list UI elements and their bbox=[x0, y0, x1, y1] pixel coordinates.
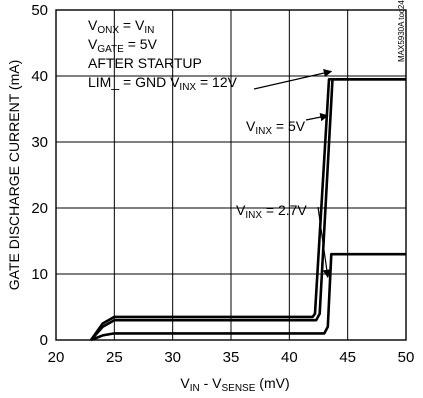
series-lines bbox=[89, 78, 406, 342]
x-tick-label: 40 bbox=[281, 349, 298, 366]
tick-labels: 20 25 30 35 40 45 50 0 10 20 30 40 50 bbox=[31, 2, 414, 366]
y-tick-label: 20 bbox=[31, 200, 48, 217]
condition-line: VGATE = 5V bbox=[88, 36, 158, 55]
y-tick-label: 50 bbox=[31, 2, 48, 19]
plot-frame bbox=[55, 9, 407, 341]
y-tick-label: 0 bbox=[40, 332, 48, 349]
x-tick-label: 20 bbox=[48, 349, 65, 366]
condition-line: VONX = VIN bbox=[88, 17, 154, 36]
y-tick-label: 10 bbox=[31, 266, 48, 283]
figure-id-tag: MAX5930A toc24 bbox=[397, 0, 406, 62]
x-tick-label: 35 bbox=[223, 349, 240, 366]
x-tick-label: 30 bbox=[164, 349, 181, 366]
x-tick-label: 50 bbox=[398, 349, 415, 366]
x-tick-label: 45 bbox=[339, 349, 356, 366]
series-label-2-7v: VINX = 2.7V bbox=[236, 202, 307, 221]
series-line bbox=[90, 78, 406, 341]
arrow-12v bbox=[253, 68, 333, 90]
y-tick-label: 40 bbox=[31, 68, 48, 85]
series-line bbox=[90, 252, 406, 342]
series-label-5v: VINX = 5V bbox=[246, 118, 306, 137]
x-axis-title: VIN - VSENSE (mV) bbox=[180, 375, 289, 394]
y-tick-label: 30 bbox=[31, 134, 48, 151]
condition-line: AFTER STARTUP bbox=[88, 55, 202, 71]
arrow-2-7v bbox=[317, 206, 331, 279]
condition-line: LIM_ = GND VINX = 12V bbox=[88, 74, 238, 93]
arrow-5v bbox=[305, 112, 329, 122]
x-tick-label: 25 bbox=[106, 349, 123, 366]
y-axis-title: GATE DISCHARGE CURRENT (mA) bbox=[6, 60, 22, 291]
